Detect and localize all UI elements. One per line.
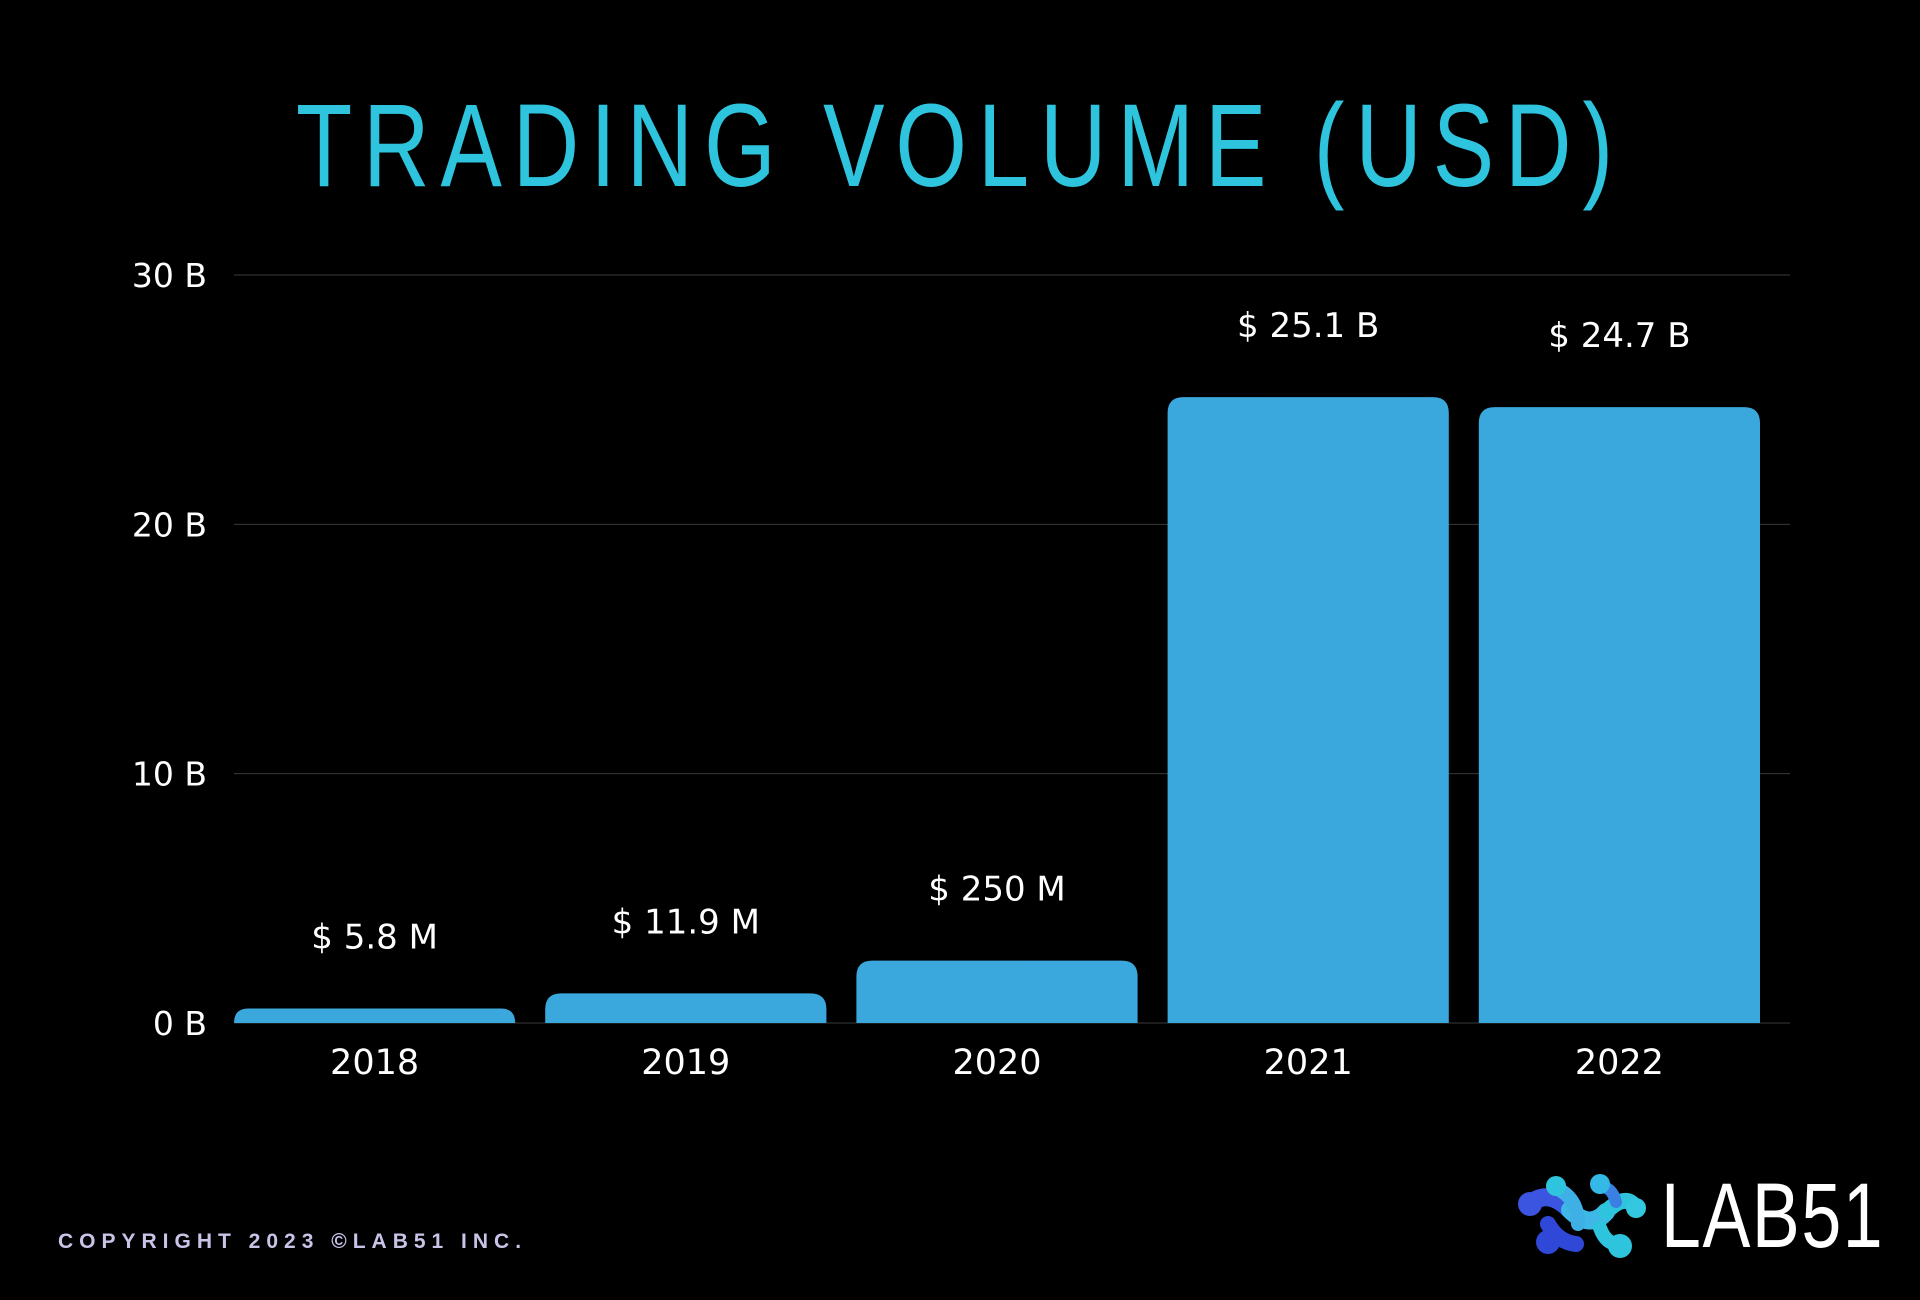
bar-2019 <box>545 993 827 1023</box>
data-label: $ 250 M <box>928 870 1065 910</box>
y-tick-label: 0 B <box>153 1004 207 1043</box>
y-tick-label: 10 B <box>132 755 207 794</box>
copyright-notice: COPYRIGHT 2023 ©LAB51 INC. <box>58 1230 528 1253</box>
x-tick-label: 2021 <box>1264 1043 1353 1083</box>
y-tick-label: 30 B <box>132 256 207 295</box>
data-label: $ 25.1 B <box>1237 306 1379 346</box>
molecule-logo-icon <box>1518 1174 1646 1258</box>
bar-2022 <box>1478 407 1760 1023</box>
x-tick-label: 2018 <box>330 1043 419 1083</box>
bar-2018 <box>234 1008 516 1023</box>
y-tick-label: 20 B <box>132 505 207 544</box>
logo-text: LAB51 <box>1661 1165 1885 1267</box>
bar-2020 <box>856 960 1138 1023</box>
x-tick-label: 2022 <box>1575 1043 1664 1083</box>
lab51-logo: LAB51 <box>1508 1165 1883 1267</box>
data-label: $ 5.8 M <box>311 918 438 958</box>
bar-2021 <box>1167 397 1449 1023</box>
data-label: $ 24.7 B <box>1548 316 1690 356</box>
x-tick-label: 2019 <box>641 1043 730 1083</box>
data-label: $ 11.9 M <box>612 902 760 942</box>
x-tick-label: 2020 <box>952 1043 1041 1083</box>
chart-title: TRADING VOLUME (USD) <box>295 80 1625 212</box>
